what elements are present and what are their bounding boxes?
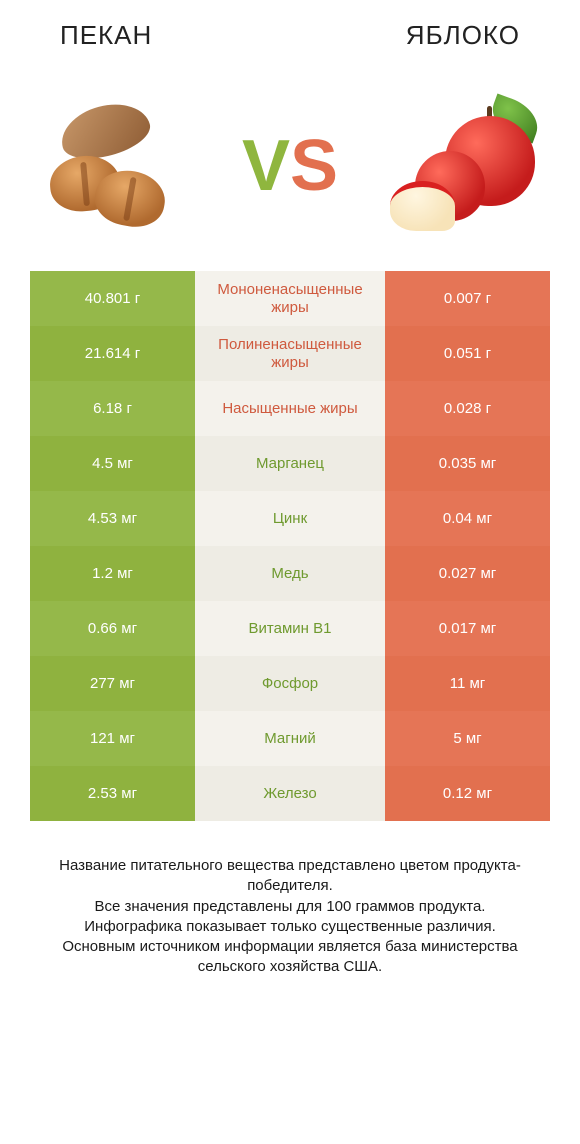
table-row: 121 мгМагний5 мг — [30, 711, 550, 766]
value-left: 21.614 г — [30, 326, 195, 381]
value-left: 6.18 г — [30, 381, 195, 436]
nutrient-name: Марганец — [195, 436, 385, 491]
value-right: 0.007 г — [385, 271, 550, 326]
vs-s: S — [290, 126, 338, 206]
vs-label: VS — [242, 130, 338, 202]
nutrient-name: Полиненасыщенные жиры — [195, 326, 385, 381]
value-left: 1.2 мг — [30, 546, 195, 601]
table-row: 6.18 гНасыщенные жиры0.028 г — [30, 381, 550, 436]
nutrient-name: Фосфор — [195, 656, 385, 711]
nutrient-name: Витамин B1 — [195, 601, 385, 656]
value-right: 11 мг — [385, 656, 550, 711]
title-left: ПЕКАН — [60, 20, 152, 51]
value-left: 277 мг — [30, 656, 195, 711]
value-right: 5 мг — [385, 711, 550, 766]
table-row: 1.2 мгМедь0.027 мг — [30, 546, 550, 601]
apple-illustration — [390, 91, 540, 241]
nutrient-name: Медь — [195, 546, 385, 601]
value-left: 4.53 мг — [30, 491, 195, 546]
table-row: 4.5 мгМарганец0.035 мг — [30, 436, 550, 491]
value-right: 0.027 мг — [385, 546, 550, 601]
comparison-table: 40.801 гМононенасыщенные жиры0.007 г21.6… — [0, 271, 580, 821]
footer-line: Инфографика показывает только существенн… — [30, 917, 550, 937]
title-right: ЯБЛОКО — [406, 20, 520, 51]
table-row: 21.614 гПолиненасыщенные жиры0.051 г — [30, 326, 550, 381]
nutrient-name: Мононенасыщенные жиры — [195, 271, 385, 326]
value-right: 0.028 г — [385, 381, 550, 436]
value-right: 0.035 мг — [385, 436, 550, 491]
vs-v: V — [242, 126, 290, 206]
table-row: 4.53 мгЦинк0.04 мг — [30, 491, 550, 546]
nutrient-name: Железо — [195, 766, 385, 821]
value-right: 0.051 г — [385, 326, 550, 381]
nutrient-name: Магний — [195, 711, 385, 766]
footer-notes: Название питательного вещества представл… — [0, 821, 580, 978]
value-left: 40.801 г — [30, 271, 195, 326]
value-left: 0.66 мг — [30, 601, 195, 656]
value-right: 0.12 мг — [385, 766, 550, 821]
value-right: 0.017 мг — [385, 601, 550, 656]
table-row: 277 мгФосфор11 мг — [30, 656, 550, 711]
footer-line: Название питательного вещества представл… — [30, 856, 550, 897]
table-row: 2.53 мгЖелезо0.12 мг — [30, 766, 550, 821]
footer-line: Основным источником информации является … — [30, 937, 550, 978]
table-row: 0.66 мгВитамин B10.017 мг — [30, 601, 550, 656]
nutrient-name: Насыщенные жиры — [195, 381, 385, 436]
table-row: 40.801 гМононенасыщенные жиры0.007 г — [30, 271, 550, 326]
value-left: 4.5 мг — [30, 436, 195, 491]
nutrient-name: Цинк — [195, 491, 385, 546]
header: ПЕКАН ЯБЛОКО — [0, 0, 580, 61]
value-left: 121 мг — [30, 711, 195, 766]
pecan-illustration — [40, 91, 190, 241]
value-right: 0.04 мг — [385, 491, 550, 546]
value-left: 2.53 мг — [30, 766, 195, 821]
hero: VS — [0, 61, 580, 271]
footer-line: Все значения представлены для 100 граммо… — [30, 897, 550, 917]
